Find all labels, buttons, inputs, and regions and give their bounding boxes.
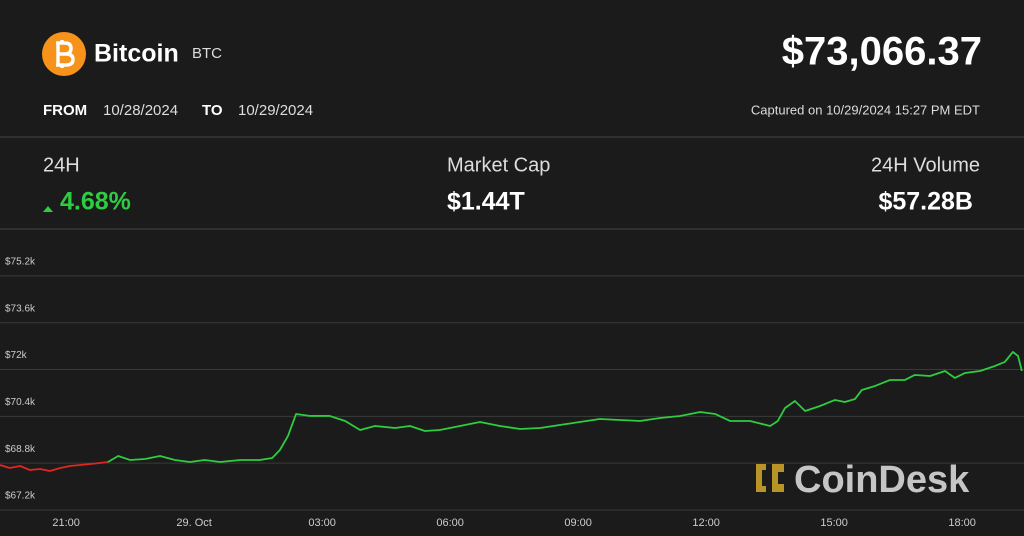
y-tick-label: $68.8k xyxy=(5,444,36,455)
coin-symbol: BTC xyxy=(192,45,222,62)
bitcoin-logo xyxy=(42,32,86,76)
x-tick-label: 09:00 xyxy=(564,517,592,529)
captured: Captured on 10/29/2024 15:27 PM EDT xyxy=(751,102,980,117)
stat-value: $1.44T xyxy=(447,188,525,216)
x-tick-label: 18:00 xyxy=(948,517,976,529)
price: $73,066.37 xyxy=(782,30,982,74)
coindesk-logo xyxy=(756,464,784,492)
x-tick-label: 21:00 xyxy=(52,517,80,529)
to-date: 10/29/2024 xyxy=(238,102,313,119)
coin-name: Bitcoin xyxy=(94,40,179,68)
stat-value: $57.28B xyxy=(878,188,973,216)
up-arrow xyxy=(43,206,53,212)
to-label: TO xyxy=(202,102,223,119)
stat-label: 24H Volume xyxy=(871,154,980,176)
price-line xyxy=(0,461,109,472)
from-label: FROM xyxy=(43,102,87,119)
x-tick-label: 03:00 xyxy=(308,517,336,529)
y-tick-label: $70.4k xyxy=(5,397,36,408)
stat-value: 4.68% xyxy=(60,188,131,216)
x-tick-label: 15:00 xyxy=(820,517,848,529)
y-tick-label: $73.6k xyxy=(5,303,36,314)
stat-label: Market Cap xyxy=(447,154,550,176)
y-tick-label: $67.2k xyxy=(5,491,36,502)
plot: $67.2k $68.8k $70.4k $72k $73.6k $75.2k 21:00 2… xyxy=(0,257,1024,529)
x-tick-label: 29. Oct xyxy=(176,517,211,529)
stat-label: 24H xyxy=(43,154,80,176)
from-date: 10/28/2024 xyxy=(103,102,178,119)
y-tick-label: $75.2k xyxy=(5,257,36,268)
y-tick-label: $72k xyxy=(5,350,28,361)
price-line xyxy=(107,351,1023,463)
x-tick-label: 06:00 xyxy=(436,517,464,529)
watermark: CoinDesk xyxy=(794,459,970,501)
x-tick-label: 12:00 xyxy=(692,517,720,529)
